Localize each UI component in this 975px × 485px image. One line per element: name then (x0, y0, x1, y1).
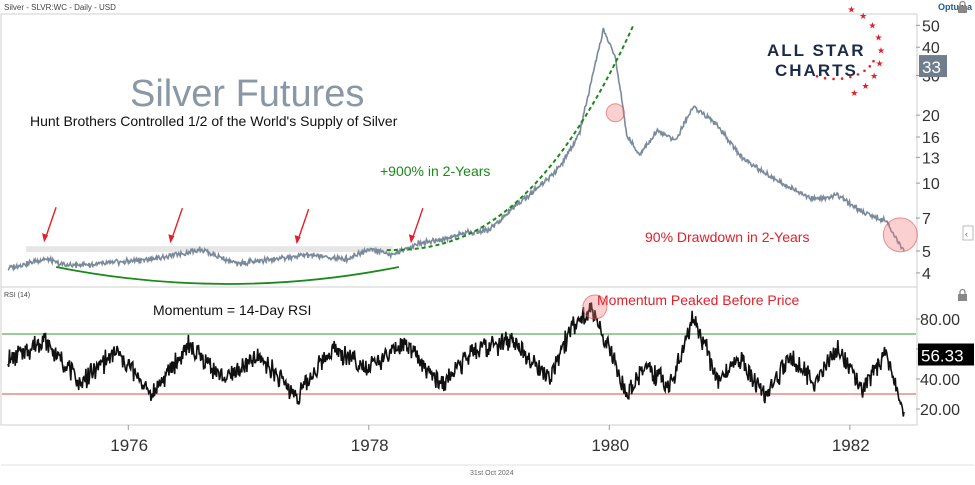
price-lock-icon[interactable] (958, 0, 967, 14)
price-annotations (42, 24, 918, 285)
red-arrow-head (294, 235, 301, 245)
rsi-panel-frame (0, 286, 918, 426)
gain-annotation: +900% in 2-Years (380, 163, 490, 179)
axis-scroll-handle[interactable]: ‹ (962, 225, 974, 241)
support-band-rect (26, 246, 393, 253)
logo-dot-icon (832, 77, 835, 81)
logo-dot-icon (863, 69, 866, 73)
drawdown-circle (882, 217, 918, 253)
red-arrow-shaft (170, 207, 184, 241)
rsi-last-value-badge (918, 343, 974, 366)
price-y-tick-label: 7 (922, 211, 931, 228)
logo-dot-icon (815, 74, 819, 78)
price-last-value-badge (919, 55, 947, 78)
price-y-tick-label: 5 (922, 244, 931, 261)
x-axis: 1976 1978 1980 1982 (110, 425, 870, 455)
logo-star-icon: ★ (877, 45, 885, 55)
price-series (7, 27, 905, 272)
brand-label: Optuma (938, 2, 973, 12)
rsi-line (7, 302, 905, 417)
all-star-charts-logo: ALL STAR CHARTS ★★★★★★★★★ (767, 5, 885, 98)
red-arrow-head (42, 233, 49, 243)
rsi-axis: 80.00 40.00 20.00 56.33 (916, 312, 974, 419)
chart-subtitle: Hunt Brothers Controlled 1/2 of the Worl… (30, 113, 398, 129)
logo-star-icon: ★ (847, 5, 855, 15)
red-arrow-shaft (296, 208, 310, 242)
red-arrow-shaft (44, 207, 57, 240)
price-y-tick-label: 10 (922, 176, 940, 193)
logo-line1: ALL STAR (767, 41, 865, 60)
price-line (7, 27, 905, 272)
rsi-series (7, 302, 905, 417)
momentum-peak-circle (582, 294, 608, 320)
break-circle (605, 103, 625, 123)
logo-dot-icon (872, 59, 875, 63)
x-tick-label: 1976 (110, 436, 148, 455)
x-tick-label: 1978 (351, 436, 389, 455)
logo-star-icon: ★ (859, 11, 867, 21)
logo-line2: CHARTS (775, 61, 858, 80)
support-zone (26, 246, 393, 253)
x-tick-label: 1982 (832, 436, 870, 455)
chart-title: Silver Futures (130, 73, 364, 115)
price-axis: 5040302016131075433 (916, 18, 947, 283)
price-y-tick-label: 4 (922, 266, 931, 283)
logo-dot-icon (849, 75, 852, 79)
price-y-tick-label: 50 (922, 18, 940, 35)
price-last-value-label: 33 (922, 58, 941, 77)
red-arrow-head (408, 234, 415, 244)
price-y-tick-label: 13 (922, 150, 940, 167)
momentum-label: Momentum = 14-Day RSI (153, 302, 311, 318)
logo-star-icon: ★ (862, 81, 870, 91)
logo-star-icon: ★ (850, 88, 858, 98)
parabolic-arc (386, 24, 635, 252)
rsi-y-tick-label: 20.00 (920, 402, 960, 419)
logo-dot-icon (856, 73, 860, 76)
logo-star-icon: ★ (868, 21, 876, 31)
momentum-peak-annotation: Momentum Peaked Before Price (597, 292, 800, 308)
red-arrow-shaft (411, 207, 424, 241)
rsi-annotations (582, 294, 608, 320)
logo-star-icon: ★ (875, 32, 883, 42)
logo-star-icon: ★ (870, 71, 878, 81)
logo-dot-icon (868, 65, 872, 68)
instrument-label: Silver - SLVR:WC - Daily - USD (4, 3, 116, 12)
rsi-y-tick-label: 40.00 (920, 372, 960, 389)
logo-dot-icon (840, 77, 844, 80)
red-arrow-head (168, 234, 175, 244)
x-tick-label: 1980 (591, 436, 629, 455)
price-y-tick-label: 40 (922, 40, 940, 57)
rsi-last-value-label: 56.33 (921, 347, 964, 366)
svg-text:‹: ‹ (965, 229, 968, 239)
base-arc (55, 266, 400, 285)
footer-date: 31st Oct 2024 (470, 470, 514, 477)
logo-dot-icon (823, 76, 827, 80)
rsi-panel-title: RSI (14) (4, 292, 30, 299)
logo-stars: ★★★★★★★★★ (815, 5, 885, 98)
price-y-tick-label: 20 (922, 108, 940, 125)
drawdown-annotation: 90% Drawdown in 2-Years (645, 229, 809, 245)
rsi-y-tick-label: 80.00 (920, 312, 960, 329)
logo-star-icon: ★ (875, 59, 883, 69)
rsi-lock-icon[interactable] (958, 288, 967, 302)
price-y-tick-label: 16 (922, 130, 940, 147)
